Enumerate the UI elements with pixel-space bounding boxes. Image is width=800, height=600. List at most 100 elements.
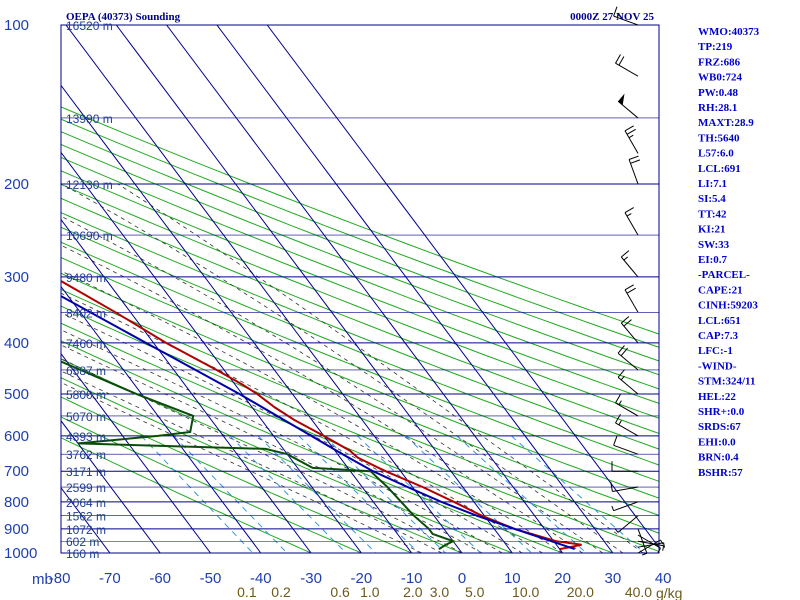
wind-barb-staff xyxy=(620,256,639,278)
pressure-tick-label: 500 xyxy=(4,386,29,403)
wind-barb-staff xyxy=(637,528,648,554)
pressure-tick-label: 900 xyxy=(4,521,29,538)
wind-barb-half xyxy=(618,420,622,426)
pressure-tick-label: 700 xyxy=(4,463,29,480)
dry-adiabat xyxy=(61,437,313,553)
dry-adiabat xyxy=(61,358,514,553)
dry-adiabat xyxy=(61,226,659,466)
index-item: FRZ:686 xyxy=(698,56,741,68)
wind-barb-full xyxy=(624,284,634,291)
mixing-ratio-label: 1.0 xyxy=(360,584,380,600)
height-label: 5070 m xyxy=(66,410,106,424)
dewpoint-trace xyxy=(61,360,456,550)
index-item: LI:7.1 xyxy=(698,178,727,190)
height-label: 5800 m xyxy=(66,388,106,402)
dry-adiabat xyxy=(61,118,659,348)
dry-adiabat xyxy=(61,156,659,390)
index-item: SW:33 xyxy=(698,239,730,251)
wind-barb-full xyxy=(623,319,632,327)
temperature-tick-label: -30 xyxy=(300,570,322,587)
index-item: TH:5640 xyxy=(698,132,740,144)
wind-barb-staff xyxy=(612,486,639,492)
index-item: HEL:22 xyxy=(698,391,736,403)
mixing-ratio-label: 0.2 xyxy=(271,584,291,600)
temperature-tick-label: -50 xyxy=(200,570,222,587)
wind-barb-staff xyxy=(617,100,639,119)
wind-barb-half xyxy=(616,12,620,18)
wind-barb-full xyxy=(615,413,621,424)
wind-barb-half xyxy=(623,256,629,261)
sounding-traces xyxy=(61,279,582,551)
temperature-tick-label: 20 xyxy=(554,570,571,587)
wind-barb-half xyxy=(660,539,664,545)
dry-adiabat xyxy=(61,241,659,482)
moist-adiabat xyxy=(61,312,523,553)
mixing-ratio-label: 0.6 xyxy=(330,584,350,600)
isotherm xyxy=(61,151,362,553)
index-item: PW:0.48 xyxy=(698,87,739,99)
wind-barb-full xyxy=(615,394,621,404)
dry-adiabat xyxy=(61,340,564,553)
height-label: 160 m xyxy=(66,547,99,561)
height-label: 8402 m xyxy=(66,306,106,320)
wind-barb-staff xyxy=(613,501,639,512)
isotherm xyxy=(61,285,262,553)
index-item: CAPE:21 xyxy=(698,284,743,296)
wind-barb-half xyxy=(662,545,665,551)
wind-barb-full xyxy=(620,316,630,324)
wind-barb-pennant xyxy=(618,93,625,106)
height-label: 10690 m xyxy=(66,229,113,243)
pressure-tick-label: 200 xyxy=(4,176,29,193)
index-item: L57:6.0 xyxy=(698,148,734,160)
wind-barb-half xyxy=(663,542,665,548)
chart-datetime: 0000Z 27 NOV 25 xyxy=(570,11,654,23)
wind-barb-full xyxy=(626,287,636,294)
pressure-tick-label: 300 xyxy=(4,269,29,286)
index-item: TT:42 xyxy=(698,208,727,220)
wind-barb-staff xyxy=(637,534,661,549)
isotherm xyxy=(61,352,211,553)
dry-adiabat xyxy=(61,272,659,516)
mixing-ratio-label: 40.0 xyxy=(625,584,652,600)
wind-barb-staff xyxy=(613,444,639,455)
index-item: EI:0.7 xyxy=(698,254,728,266)
wind-barb-half xyxy=(614,528,619,533)
dry-adiabat xyxy=(61,212,659,450)
background-lines xyxy=(61,25,659,553)
height-label: 2599 m xyxy=(66,481,106,495)
wind-barb-staff xyxy=(637,542,664,548)
temperature-tick-label: 30 xyxy=(605,570,622,587)
temperature-tick-label: -70 xyxy=(99,570,121,587)
wind-barb-full xyxy=(613,6,618,17)
mixing-ratio-label: 2.0 xyxy=(403,584,423,600)
mixing-ratio-line xyxy=(229,435,347,553)
temperature-tick-label: -80 xyxy=(49,570,71,587)
index-item: LFC:-1 xyxy=(698,345,733,357)
mixing-ratio-label: 10.0 xyxy=(512,584,539,600)
wind-barb-half xyxy=(628,134,634,139)
wind-barb-full xyxy=(620,250,630,258)
mixing-ratio-label: 20.0 xyxy=(567,584,594,600)
isotherm xyxy=(61,419,161,553)
wind-barb-full xyxy=(628,155,639,160)
index-item: BRN:0.4 xyxy=(698,452,739,464)
index-item: CAP:7.3 xyxy=(698,330,739,342)
mixing-ratio-label: 0.1 xyxy=(237,584,257,600)
height-label: 9480 m xyxy=(66,271,106,285)
index-item: WMO:40373 xyxy=(698,26,760,38)
mixing-ratio-line xyxy=(323,435,447,553)
isotherm xyxy=(266,25,659,549)
dry-adiabat xyxy=(61,106,659,335)
wind-barb-full xyxy=(630,159,641,164)
mixing-ratio-line xyxy=(173,435,288,553)
height-label: 6587 m xyxy=(66,364,106,378)
mixing-ratio-label: 3.0 xyxy=(430,584,450,600)
dry-adiabat xyxy=(61,183,659,419)
dry-adiabat xyxy=(61,396,413,553)
isotherm xyxy=(61,218,312,553)
wind-barb-full xyxy=(610,481,613,492)
wind-barb-full xyxy=(618,56,625,66)
wind-barb-staff xyxy=(628,159,639,185)
height-label: 602 m xyxy=(66,535,99,549)
